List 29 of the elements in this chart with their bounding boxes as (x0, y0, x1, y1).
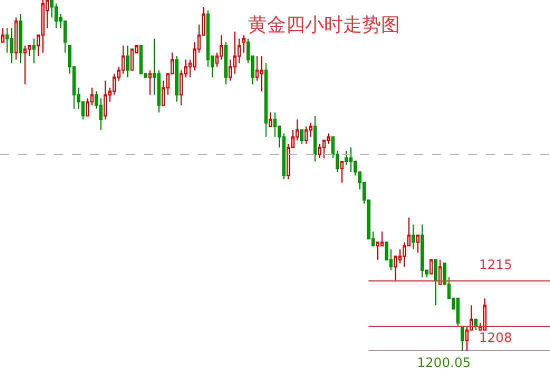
candlestick (268, 112, 272, 127)
annotation: 1208 (479, 331, 512, 346)
text: 黄金四小时走势图 (248, 14, 400, 36)
annotation: 1215 (479, 258, 512, 273)
candlestick (175, 56, 178, 102)
candlestick (318, 143, 322, 159)
candlestick (10, 27, 14, 64)
candlestick (429, 259, 433, 274)
candlestick (474, 318, 478, 331)
candlestick (126, 45, 130, 78)
candlestick (242, 34, 246, 54)
candlestick (224, 42, 228, 85)
candlestick (14, 16, 18, 60)
candlestick (416, 234, 420, 254)
candlestick (23, 45, 27, 85)
candlestick (434, 259, 438, 306)
text: 1200.05 (417, 356, 471, 371)
candlestick (313, 115, 317, 162)
candlestick (260, 56, 264, 92)
candlestick (18, 13, 22, 64)
candlestick (460, 326, 464, 351)
candlestick (32, 38, 36, 64)
candlestick (264, 62, 268, 138)
candlestick (412, 224, 415, 250)
candlestick (340, 160, 344, 184)
candlestick (148, 70, 152, 96)
candlestick (104, 80, 108, 120)
candlestick (300, 129, 304, 145)
candlestick (438, 259, 442, 285)
